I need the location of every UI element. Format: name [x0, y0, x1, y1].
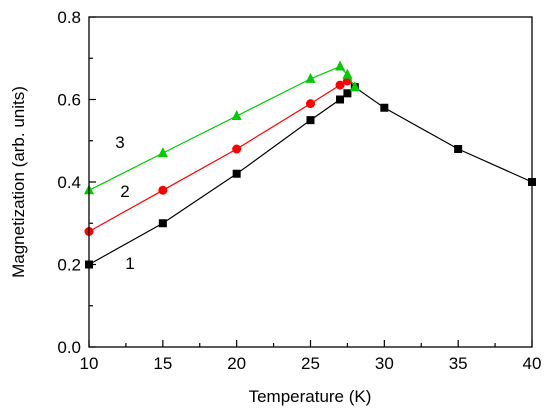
- x-tick-label: 15: [153, 354, 172, 373]
- x-tick-label: 25: [301, 354, 320, 373]
- series-3-point: [342, 68, 353, 79]
- series-3-point: [231, 110, 242, 120]
- series-2-point: [335, 80, 345, 90]
- label-layer: 10 15 20 25 30 35 40 0.0 0.2 0.4 0.6 0.8: [57, 8, 541, 373]
- series-3-point: [349, 81, 360, 92]
- x-tick-label: 30: [375, 354, 394, 373]
- series-label-1: 1: [125, 254, 134, 273]
- x-axis-title: Temperature (K): [249, 387, 372, 406]
- series-1-point: [454, 145, 463, 153]
- y-axis-title: Magnetization (arb. units): [9, 86, 28, 278]
- y-tick-label: 0.2: [57, 256, 81, 275]
- x-tick-label: 20: [227, 354, 246, 373]
- series-3-point: [335, 60, 346, 71]
- series-1-point: [343, 89, 352, 98]
- series-1-point: [232, 169, 241, 178]
- series-2-point: [232, 144, 242, 154]
- series-1-line: [88, 86, 533, 266]
- series-label-3: 3: [115, 133, 124, 152]
- series-1-point: [306, 116, 315, 125]
- y-tick-label: 0.4: [57, 173, 81, 192]
- series-2-point: [306, 99, 315, 109]
- series-3-point: [305, 72, 316, 83]
- y-tick-label: 0.6: [57, 91, 81, 110]
- series-3-point: [157, 147, 168, 158]
- x-tick-label: 10: [80, 354, 99, 373]
- series-1-point: [380, 103, 389, 112]
- y-tick-label: 0.8: [57, 8, 81, 27]
- tick-layer: [88, 16, 533, 348]
- x-tick-label: 40: [523, 354, 542, 373]
- y-tick-label: 0.0: [57, 338, 81, 357]
- series-label-2: 2: [120, 182, 129, 201]
- plot-frame: [88, 16, 533, 348]
- x-tick-label: 35: [449, 354, 468, 373]
- series-2-point: [158, 185, 168, 195]
- series-1-point: [158, 219, 167, 228]
- series-layer: [84, 60, 536, 269]
- series-3-line: [88, 65, 356, 191]
- series-1-point: [336, 95, 345, 104]
